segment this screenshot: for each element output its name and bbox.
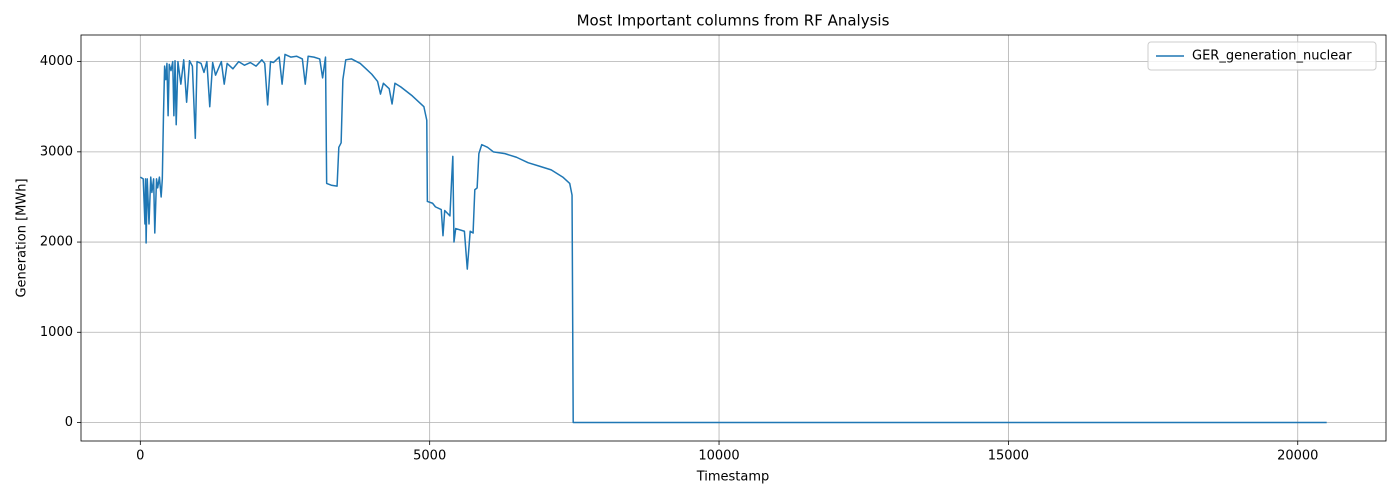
y-tick-label: 2000: [40, 235, 73, 250]
y-axis-label: Generation [MWh]: [15, 178, 30, 297]
x-tick-label: 0: [136, 449, 144, 464]
x-tick-label: 5000: [413, 449, 446, 464]
legend: GER_generation_nuclear: [1147, 41, 1377, 71]
legend-box: [1147, 41, 1377, 71]
plot-frame: [80, 34, 1387, 442]
chart-title: Most Important columns from RF Analysis: [577, 12, 890, 30]
x-tick-label: 20000: [1277, 449, 1318, 464]
y-tick-label: 1000: [40, 325, 73, 340]
y-tick-label: 3000: [40, 144, 73, 159]
y-tick-label: 0: [65, 415, 73, 430]
legend-label: GER_generation_nuclear: [1192, 49, 1352, 64]
y-tick-label: 4000: [40, 54, 73, 69]
x-axis-label: Timestamp: [696, 470, 770, 485]
x-tick-label: 15000: [988, 449, 1029, 464]
x-tick-label: 10000: [698, 449, 739, 464]
data-line: [139, 53, 1327, 424]
